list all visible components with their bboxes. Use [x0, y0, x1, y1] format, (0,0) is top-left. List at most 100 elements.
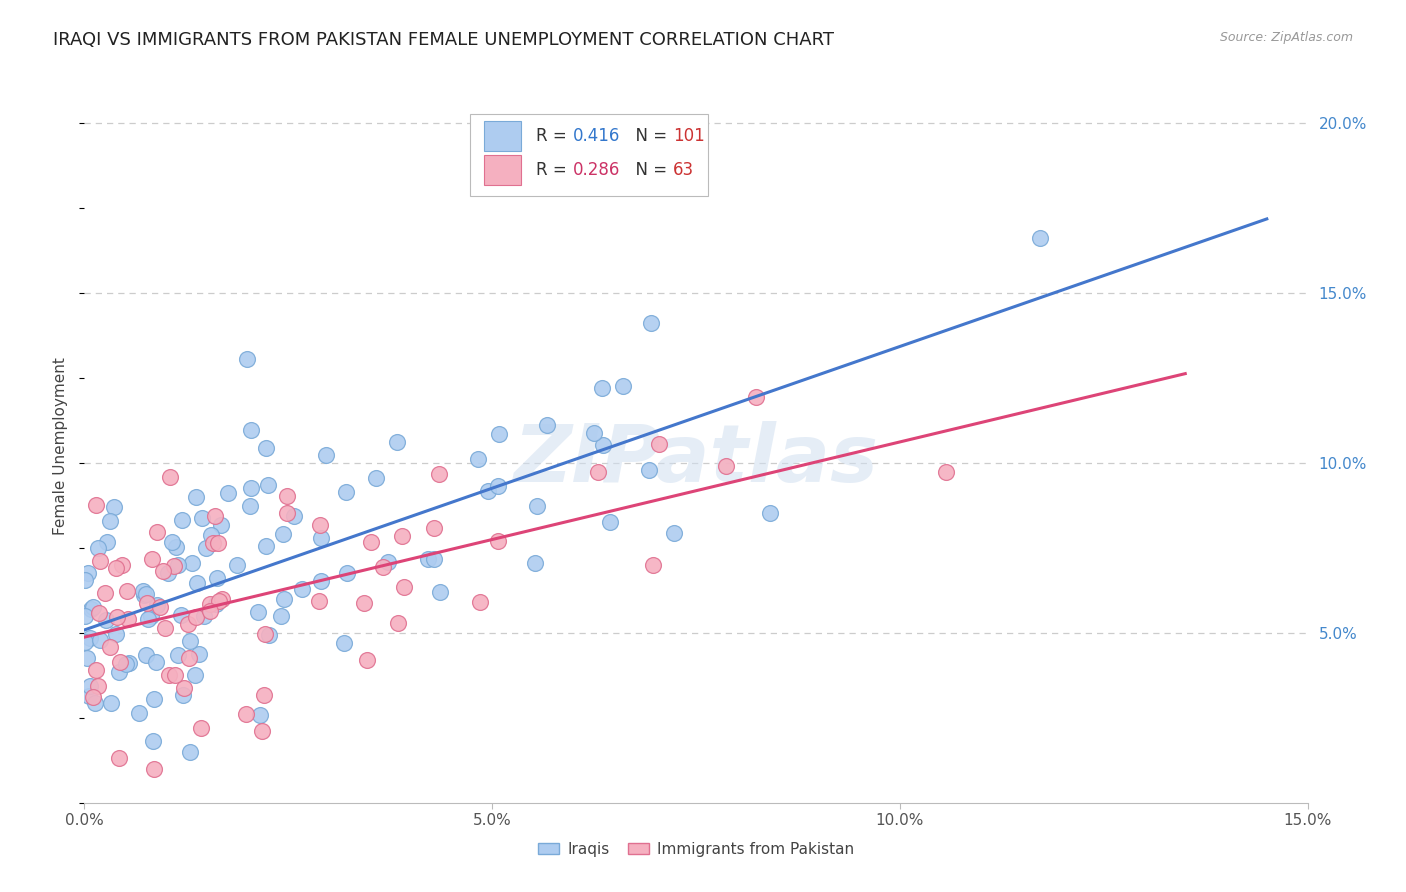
- Point: [87, 541, 110, 555]
- Point: [641, 558, 664, 572]
- Point: [592, 438, 614, 452]
- Point: [427, 467, 450, 481]
- Point: [187, 647, 209, 661]
- Point: [82, 600, 104, 615]
- Point: [239, 500, 262, 514]
- Point: [131, 584, 153, 599]
- Point: [477, 484, 499, 499]
- Point: [153, 621, 176, 635]
- Point: [200, 528, 222, 542]
- Point: [172, 688, 194, 702]
- Point: [138, 611, 160, 625]
- Point: [273, 591, 295, 606]
- Point: [94, 586, 117, 600]
- Point: [83, 696, 105, 710]
- Point: [159, 469, 181, 483]
- Point: [291, 582, 314, 596]
- Point: [270, 609, 292, 624]
- Point: [136, 596, 159, 610]
- Text: 0.286: 0.286: [572, 161, 620, 178]
- Point: [186, 576, 208, 591]
- Point: [198, 604, 221, 618]
- Point: [208, 594, 231, 608]
- Point: [193, 609, 215, 624]
- Legend: Iraqis, Immigrants from Pakistan: Iraqis, Immigrants from Pakistan: [531, 836, 860, 863]
- Point: [108, 656, 131, 670]
- Point: [422, 552, 444, 566]
- Point: [89, 633, 111, 648]
- Point: [488, 426, 510, 441]
- Point: [117, 612, 139, 626]
- Point: [935, 465, 957, 479]
- Point: [139, 609, 162, 624]
- Point: [366, 471, 388, 485]
- Point: [134, 588, 156, 602]
- Point: [84, 663, 107, 677]
- Point: [253, 627, 276, 641]
- Point: [179, 745, 201, 759]
- Point: [157, 566, 180, 581]
- FancyBboxPatch shape: [484, 120, 522, 151]
- Point: [170, 513, 193, 527]
- Point: [104, 627, 127, 641]
- Point: [76, 651, 98, 665]
- Point: [335, 566, 357, 580]
- Point: [108, 665, 131, 679]
- Point: [235, 352, 257, 367]
- Point: [105, 561, 128, 575]
- Text: IRAQI VS IMMIGRANTS FROM PAKISTAN FEMALE UNEMPLOYMENT CORRELATION CHART: IRAQI VS IMMIGRANTS FROM PAKISTAN FEMALE…: [53, 31, 834, 49]
- Point: [486, 479, 509, 493]
- Point: [103, 500, 125, 515]
- Point: [276, 506, 298, 520]
- Point: [416, 552, 439, 566]
- Point: [371, 560, 394, 574]
- Point: [315, 448, 337, 462]
- Point: [165, 541, 187, 555]
- Point: [207, 571, 229, 585]
- Point: [211, 591, 233, 606]
- Point: [640, 316, 662, 330]
- Point: [75, 608, 97, 623]
- Point: [89, 554, 111, 568]
- Point: [257, 628, 280, 642]
- Point: [190, 510, 212, 524]
- Point: [486, 533, 509, 548]
- Point: [198, 597, 221, 611]
- Point: [536, 418, 558, 433]
- Text: N =: N =: [626, 127, 672, 145]
- Point: [217, 485, 239, 500]
- Text: ZIPatlas: ZIPatlas: [513, 421, 879, 500]
- Point: [758, 506, 780, 520]
- Point: [1029, 231, 1052, 245]
- Point: [714, 459, 737, 474]
- Point: [246, 605, 269, 619]
- Point: [145, 655, 167, 669]
- Point: [160, 535, 183, 549]
- Point: [235, 707, 257, 722]
- Point: [87, 679, 110, 693]
- Point: [202, 536, 225, 550]
- Point: [588, 466, 610, 480]
- Point: [209, 518, 232, 533]
- Point: [309, 517, 332, 532]
- Point: [94, 613, 117, 627]
- Point: [100, 514, 122, 528]
- Text: N =: N =: [626, 161, 672, 178]
- Point: [100, 696, 122, 710]
- Point: [387, 616, 409, 631]
- Point: [356, 653, 378, 667]
- Y-axis label: Female Unemployment: Female Unemployment: [53, 357, 69, 535]
- Point: [179, 634, 201, 648]
- Point: [254, 539, 277, 553]
- Point: [107, 610, 129, 624]
- Point: [526, 499, 548, 513]
- Point: [173, 681, 195, 695]
- Point: [107, 751, 129, 765]
- Point: [111, 558, 134, 572]
- Point: [745, 390, 768, 404]
- Point: [276, 489, 298, 503]
- Point: [152, 564, 174, 578]
- Point: [583, 425, 606, 440]
- Point: [309, 574, 332, 588]
- Point: [205, 597, 228, 611]
